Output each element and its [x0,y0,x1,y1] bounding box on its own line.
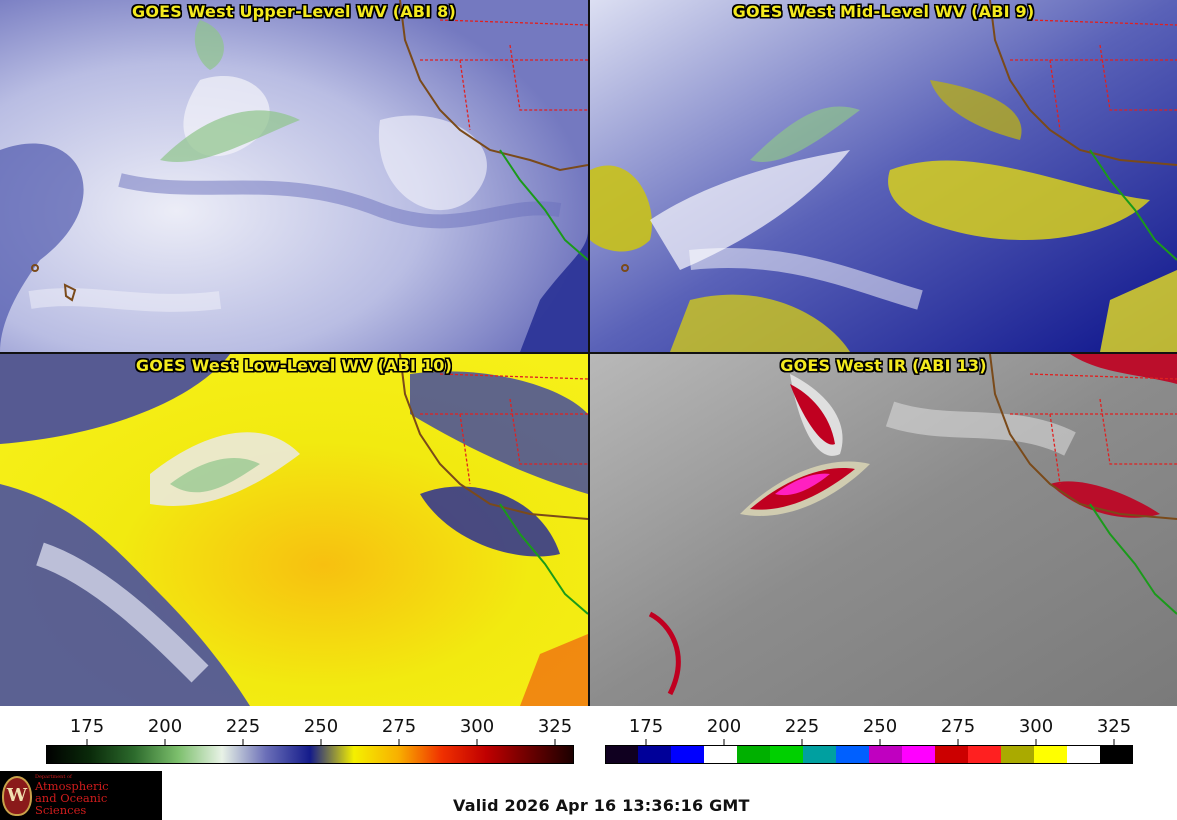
ir-colorbar-graphic: 175 200 225 250 275 300 325 [605,716,1133,764]
panel-title: GOES West IR (ABI 13) [780,356,987,375]
colorbar-segment [1034,745,1068,764]
colorbar-tick-label: 225 [226,716,260,737]
colorbar-segment [605,745,639,764]
colorbar-border [46,745,574,764]
colorbar-segment [935,745,969,764]
colorbar-tick-label: 325 [538,716,572,737]
upper-level-wv-image [0,0,588,352]
ir-panel: GOES West IR (ABI 13) [590,354,1177,706]
ir-image [590,354,1177,706]
ir-colorbar: 175 200 225 250 275 300 325 [605,714,1133,766]
colorbar-segment [638,745,672,764]
colorbar-segment [704,745,738,764]
valid-time-label: Valid 2026 Apr 16 13:36:16 GMT [453,796,750,815]
logo-line-2: and Oceanic Sciences [34,791,108,818]
mid-level-wv-image [590,0,1177,352]
university-seal-icon: W [2,775,32,816]
colorbar-tick-label: 300 [1019,716,1053,737]
logo-text: Department of Atmospheric and Oceanic Sc… [34,773,162,818]
low-level-wv-image [0,354,588,706]
colorbar-segment [968,745,1002,764]
colorbar-segment [737,745,771,764]
logo-department-text: Department of [34,773,72,780]
mid-level-wv-panel: GOES West Mid-Level WV (ABI 9) [590,0,1177,352]
colorbar-tick-label: 225 [785,716,819,737]
colorbar-segment [803,745,837,764]
panel-title: GOES West Mid-Level WV (ABI 9) [732,2,1035,21]
colorbar-segment [770,745,804,764]
colorbar-tick-label: 175 [70,716,104,737]
logo-line-1: Atmospheric [34,779,109,794]
colorbar-segment [902,745,936,764]
colorbar-segment [1067,745,1101,764]
colorbar-segment [869,745,903,764]
upper-level-wv-panel: GOES West Upper-Level WV (ABI 8) [0,0,588,352]
colorbar-fill [46,745,574,764]
colorbar-tick-label: 175 [629,716,663,737]
colorbar-segment [836,745,870,764]
colorbar-tick-label: 250 [863,716,897,737]
panel-title: GOES West Upper-Level WV (ABI 8) [132,2,456,21]
colorbar-tick-label: 200 [707,716,741,737]
colorbar-border [605,745,1133,764]
colorbar-tick-label: 300 [460,716,494,737]
low-level-wv-panel: GOES West Low-Level WV (ABI 10) [0,354,588,706]
wv-colorbar: 175 200 225 250 275 300 325 [46,714,574,766]
aos-logo: W Department of Atmospheric and Oceanic … [0,771,162,820]
colorbar-tick-label: 275 [382,716,416,737]
colorbar-segment [1100,745,1133,764]
colorbar-tick-label: 325 [1097,716,1131,737]
colorbar-tick-label: 275 [941,716,975,737]
colorbar-tick-label: 200 [148,716,182,737]
colorbar-segment [1001,745,1035,764]
panel-title: GOES West Low-Level WV (ABI 10) [135,356,453,375]
colorbar-tick-label: 250 [304,716,338,737]
colorbar-segment [671,745,705,764]
panel-divider-horizontal [0,352,1177,354]
wv-colorbar-graphic: 175 200 225 250 275 300 325 [46,716,574,764]
